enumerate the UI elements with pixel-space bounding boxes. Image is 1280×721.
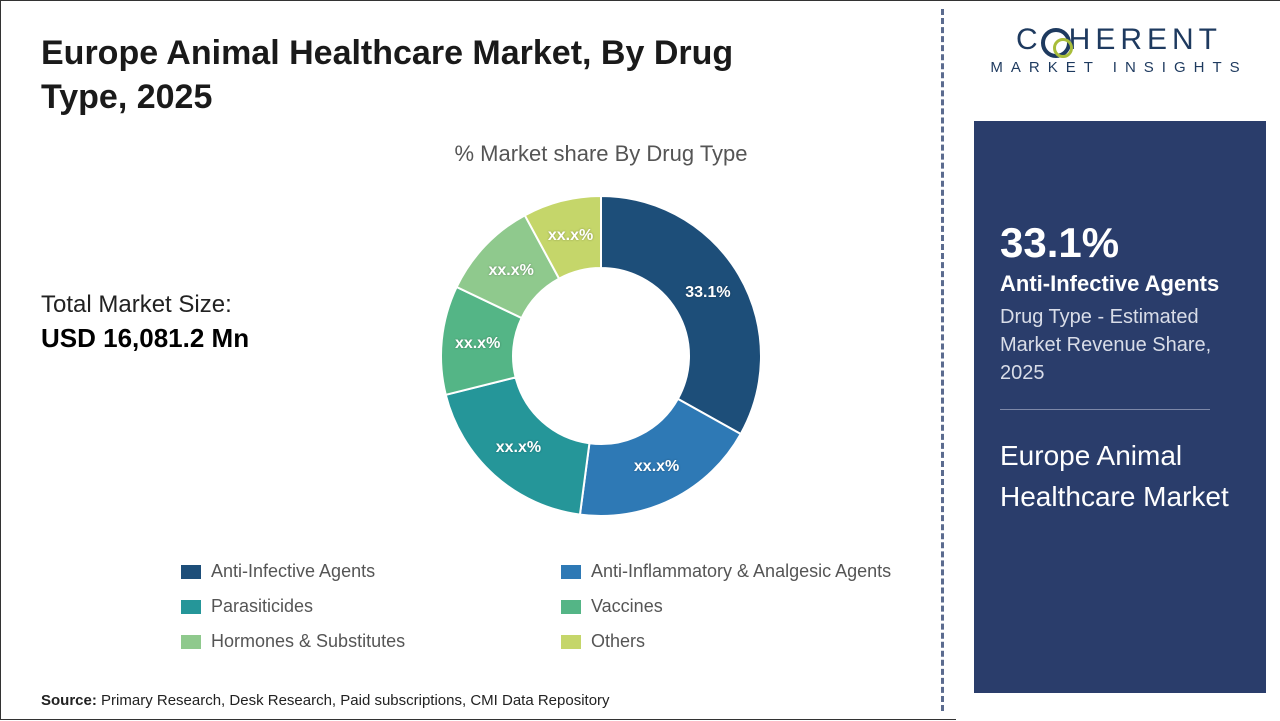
legend-swatch [561, 635, 581, 649]
market-size-value: USD 16,081.2 Mn [41, 323, 249, 354]
logo-text-right: HERENT [1069, 23, 1222, 56]
highlight-divider [1000, 409, 1210, 410]
legend-swatch [181, 565, 201, 579]
highlight-percent: 33.1% [1000, 219, 1240, 267]
legend-swatch [561, 565, 581, 579]
donut-chart: 33.1% xx.x% xx.x% xx.x% xx.x% xx.x% [421, 176, 781, 536]
logo-text-left: C [1016, 23, 1043, 56]
brand-logo: C HERENT MARKET INSIGHTS [974, 23, 1264, 76]
legend-item-5: Others [561, 631, 901, 652]
market-size-label: Total Market Size: [41, 291, 232, 319]
chart-subtitle: % Market share By Drug Type [351, 141, 851, 167]
vertical-divider [941, 9, 944, 711]
donut-slice-label-5: xx.x% [548, 227, 593, 245]
logo-sub: MARKET INSIGHTS [974, 59, 1264, 76]
legend-label: Hormones & Substitutes [211, 631, 405, 652]
legend-swatch [181, 635, 201, 649]
legend-swatch [181, 600, 201, 614]
side-panel: C HERENT MARKET INSIGHTS 33.1% Anti-Infec… [956, 1, 1280, 721]
page-title: Europe Animal Healthcare Market, By Drug… [41, 31, 791, 119]
legend-label: Anti-Inflammatory & Analgesic Agents [591, 561, 891, 582]
legend-item-3: Vaccines [561, 596, 901, 617]
legend-label: Vaccines [591, 596, 663, 617]
main-panel: Europe Animal Healthcare Market, By Drug… [1, 1, 941, 721]
logo-o-icon [1041, 26, 1071, 56]
legend-item-4: Hormones & Substitutes [181, 631, 521, 652]
source-citation: Source: Primary Research, Desk Research,… [41, 692, 610, 709]
donut-slice-label-3: xx.x% [455, 335, 500, 353]
highlight-block: 33.1% Anti-Infective Agents Drug Type - … [974, 121, 1266, 693]
donut-slice-label-2: xx.x% [496, 439, 541, 457]
donut-slice-label-0: 33.1% [685, 284, 730, 302]
chart-legend: Anti-Infective Agents Anti-Inflammatory &… [181, 561, 901, 652]
donut-slice-0 [601, 196, 761, 434]
highlight-category: Anti-Infective Agents [1000, 271, 1240, 297]
donut-slice-label-4: xx.x% [488, 262, 533, 280]
source-text: Primary Research, Desk Research, Paid su… [97, 692, 610, 709]
legend-label: Parasiticides [211, 596, 313, 617]
donut-slice-label-1: xx.x% [634, 458, 679, 476]
legend-swatch [561, 600, 581, 614]
legend-item-0: Anti-Infective Agents [181, 561, 521, 582]
legend-item-2: Parasiticides [181, 596, 521, 617]
highlight-description: Drug Type - Estimated Market Revenue Sha… [1000, 303, 1240, 387]
highlight-market-name: Europe Animal Healthcare Market [1000, 436, 1240, 517]
legend-label: Others [591, 631, 645, 652]
legend-label: Anti-Infective Agents [211, 561, 375, 582]
logo-main: C HERENT [974, 23, 1264, 57]
source-prefix: Source: [41, 692, 97, 709]
legend-item-1: Anti-Inflammatory & Analgesic Agents [561, 561, 901, 582]
